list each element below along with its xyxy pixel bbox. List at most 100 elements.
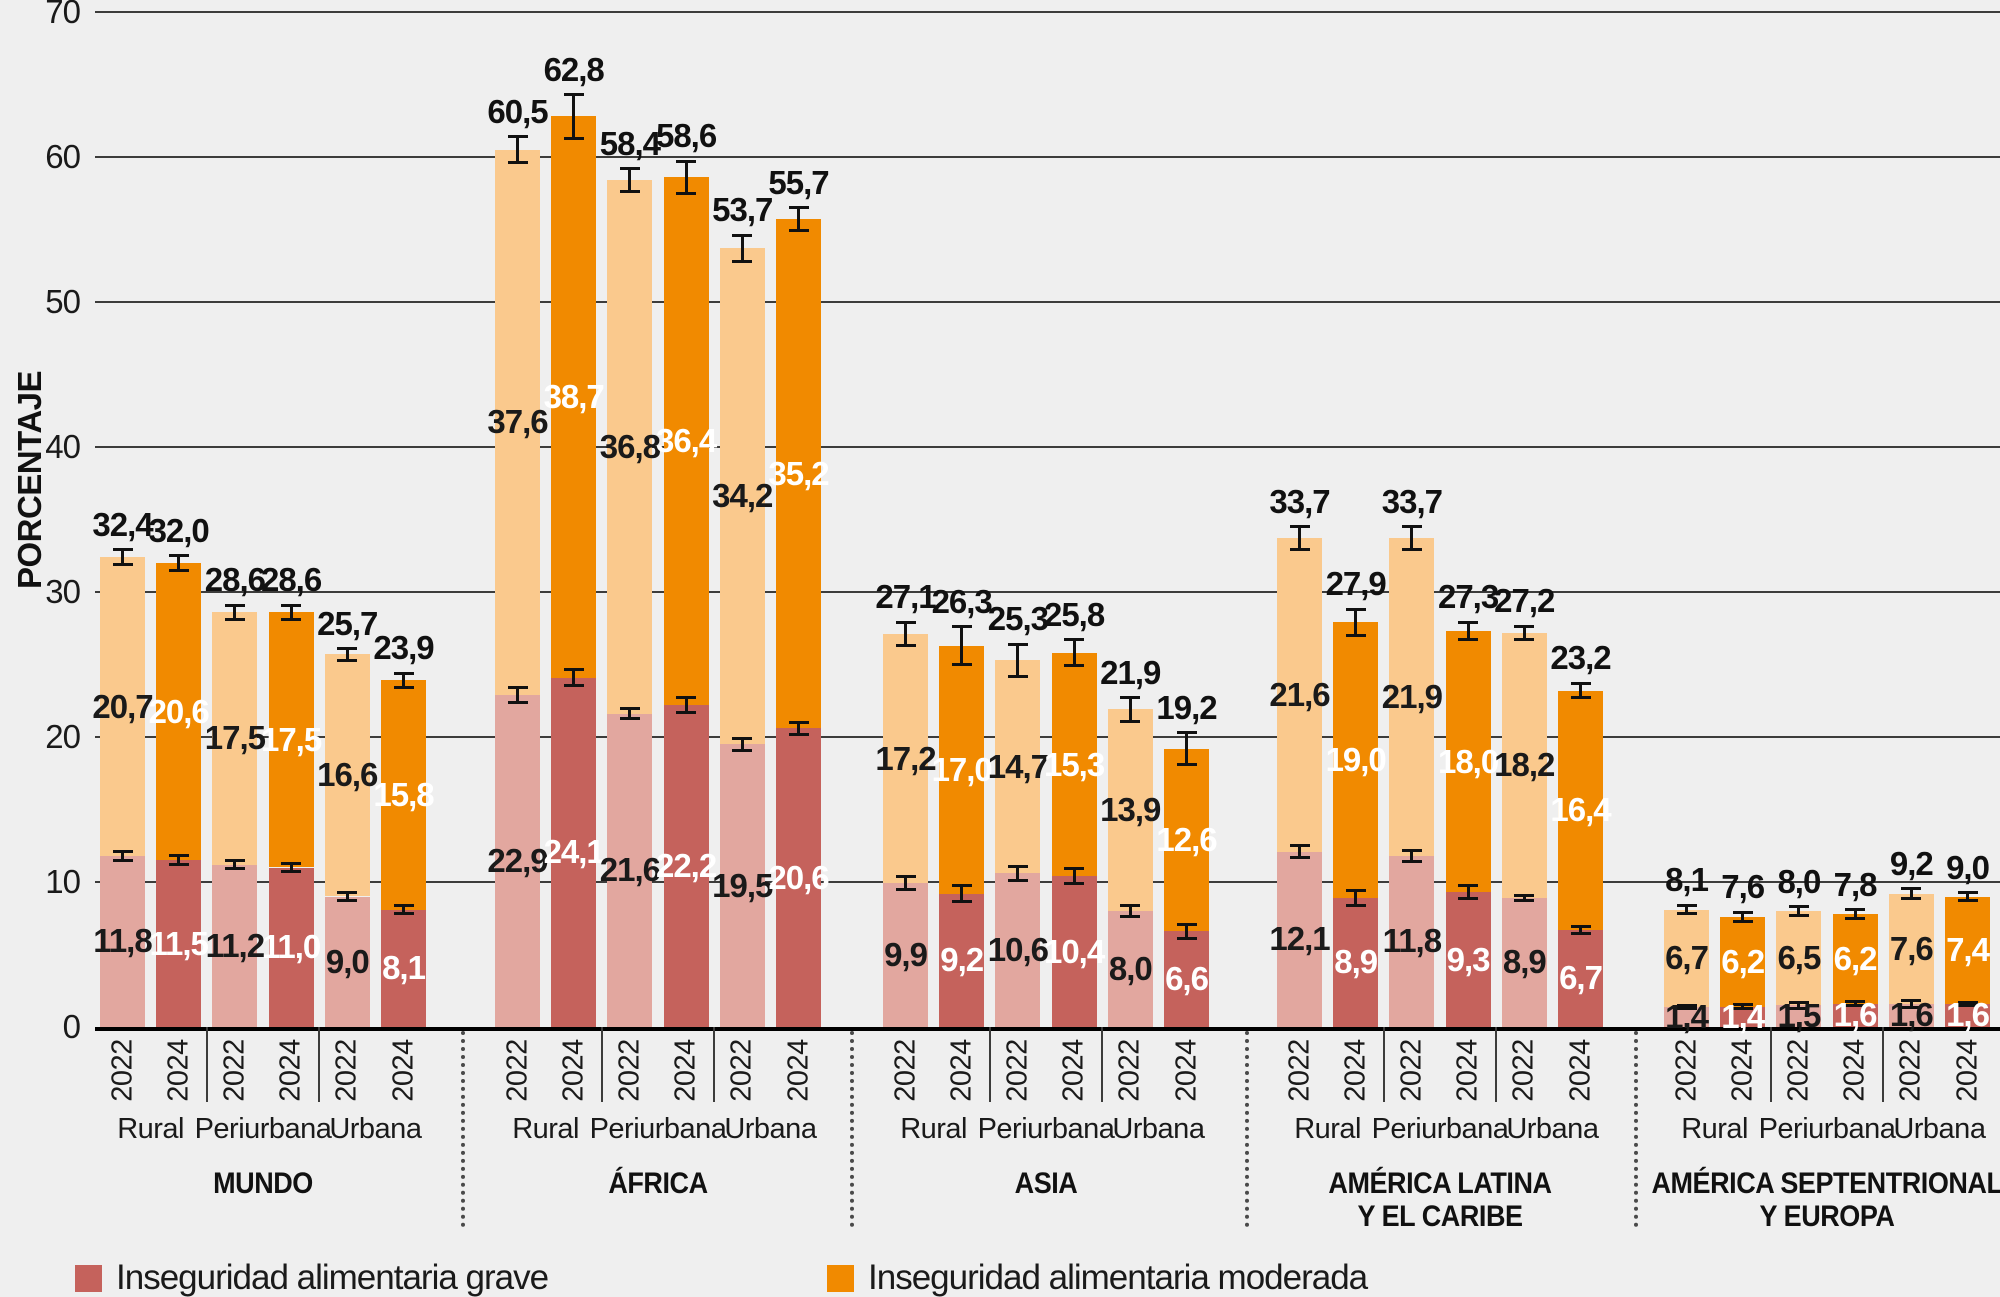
error-bar-grave-cap [1676,1006,1697,1010]
error-bar-grave-cap [1788,1000,1809,1004]
error-bar-total-line [1741,912,1745,922]
year-tick-label: 2024 [1339,1039,1372,1102]
error-bar-grave-line [1128,905,1132,917]
year-tick-label: 2022 [889,1039,921,1102]
total-value-label: 62,8 [543,50,605,88]
grave-value-label: 6,7 [1559,959,1603,997]
error-bar-grave-line [1909,1000,1913,1008]
error-bar-grave-cap [1957,1000,1978,1004]
error-bar-total-line [572,94,576,139]
moderada-value-label: 6,2 [1833,939,1878,977]
error-bar-grave-line [1522,895,1526,901]
error-bar-grave-cap [1289,855,1310,859]
grave-value-label: 1,6 [1889,996,1934,1034]
error-bar-total-cap [788,229,809,233]
total-value-label: 7,8 [1833,865,1878,903]
year-tick-label: 2022 [1001,1039,1034,1102]
error-bar-grave-cap [393,912,414,916]
legend-item-moderada: Inseguridad alimentaria moderada [827,1258,1368,1297]
moderada-value-label: 36,8 [599,428,661,465]
bar-2022-moderada-segment [1776,911,1822,1006]
error-bar-total-cap [337,647,358,651]
area-label: Rural [512,1113,579,1145]
group-label-line: ÁFRICA [608,1167,708,1200]
group-label-line: ASIA [1014,1167,1078,1200]
error-bar-grave-cap [224,867,245,871]
error-bar-grave-cap [1788,1006,1809,1010]
error-bar-total-line [1298,526,1301,550]
error-bar-grave-cap [224,858,245,862]
error-bar-grave-cap [393,903,414,907]
error-bar-total-line [1909,888,1913,899]
bar-2022-grave-segment [100,855,145,1027]
y-tick-label: 10 [45,863,81,900]
area-separator [1495,1027,1498,1102]
grave-value-label: 20,6 [768,858,829,896]
error-bar-total-cap [563,93,584,97]
bar-2024-grave-segment [156,860,202,1027]
error-bar-grave-cap [1676,1003,1697,1007]
error-bar-total-line [177,555,181,571]
bar-2022-grave-segment [1107,911,1153,1027]
total-value-label: 27,9 [1325,565,1387,603]
area-separator [1101,1027,1104,1102]
error-bar-total-line [1522,626,1526,640]
bar-2024-moderada-segment [1333,622,1379,898]
moderada-value-label: 6,2 [1721,942,1765,980]
year-tick-label: 2024 [1057,1039,1090,1102]
error-bar-total-line [1966,892,1969,901]
grave-value-label: 8,9 [1502,943,1547,981]
legend-moderada-swatch [827,1264,854,1292]
error-bar-total-cap [507,135,528,139]
grave-value-label: 9,2 [940,941,984,979]
year-tick-label: 2022 [725,1039,758,1102]
y-tick-label: 60 [45,138,81,175]
year-tick-label: 2022 [1670,1039,1702,1102]
error-bar-grave-cap [1732,1003,1753,1007]
error-bar-grave-line [960,885,964,902]
bar-2022-grave-segment [1389,855,1435,1027]
error-bar-total-line [289,605,293,620]
bar-2024-moderada-segment [1445,631,1491,893]
error-bar-total-cap [1458,638,1479,642]
group-label-line: AMÉRICA LATINA [1328,1167,1552,1200]
bar-2024-moderada-segment [1051,652,1097,877]
grave-value-label: 1,5 [1777,997,1821,1035]
grave-value-label: 1,6 [1833,996,1878,1034]
total-value-label: 8,1 [1665,861,1709,899]
error-bar-total-line [1072,639,1076,666]
bar-2024-grave-segment [551,677,597,1027]
moderada-value-label: 15,8 [373,776,434,813]
bar-2022-grave-segment [1277,851,1322,1027]
moderada-value-label: 17,0 [931,750,993,788]
region-separator [1634,1031,1638,1227]
year-tick-label: 2024 [1726,1039,1759,1102]
year-tick-label: 2022 [106,1039,138,1102]
error-bar-total-cap [507,161,528,165]
error-bar-total-cap [619,167,640,171]
error-bar-grave-cap [1120,904,1141,908]
grave-value-label: 22,2 [655,847,717,885]
error-bar-grave-cap [895,875,916,879]
error-bar-total-cap [732,233,753,237]
error-bar-grave-cap [1570,931,1591,935]
region-separator [850,1031,854,1227]
bar-2024-grave-segment [1164,931,1209,1027]
error-bar-grave-cap [1345,889,1366,893]
bar-2024-grave-segment [1945,1003,1990,1027]
error-bar-total-line [121,549,124,565]
year-tick-label: 2024 [669,1039,702,1102]
error-bar-total-line [1185,732,1188,765]
total-value-label: 7,6 [1721,868,1765,906]
moderada-value-label: 15,3 [1043,745,1105,783]
moderada-value-label: 20,7 [92,687,153,725]
legend-moderada-label: Inseguridad alimentaria moderada [868,1258,1368,1297]
area-label: Rural [1294,1113,1361,1145]
error-bar-grave-line [1579,926,1582,934]
bar-2024-moderada-segment [1558,690,1603,930]
error-bar-total-cap [1957,891,1978,895]
bar-2022-moderada-segment [995,660,1041,874]
year-tick-label: 2022 [1283,1039,1315,1102]
grave-value-label: 10,4 [1043,932,1105,970]
